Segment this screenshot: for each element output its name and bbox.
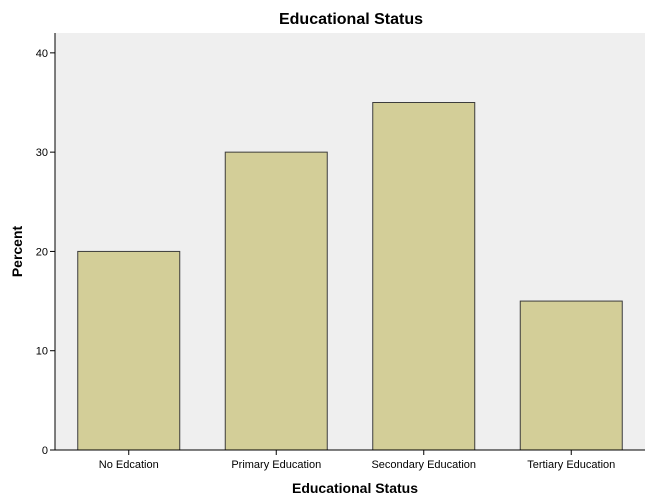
- y-ticks-group: 0 10 20 30 40: [36, 48, 55, 457]
- x-tick-label: No Edcation: [99, 459, 159, 471]
- x-ticks-group: No Edcation Primary Education Secondary Ed…: [99, 450, 615, 471]
- x-tick-label: Primary Education: [231, 459, 321, 471]
- y-axis-title: Percent: [9, 225, 25, 277]
- chart-title: Educational Status: [279, 11, 423, 28]
- bar-secondary-education: [372, 102, 476, 451]
- axes-group: [54, 33, 645, 451]
- y-tick-label: 20: [36, 246, 48, 258]
- x-tick-label: Secondary Education: [371, 459, 476, 471]
- bars-group: [77, 102, 623, 451]
- y-tick-label: 40: [36, 48, 48, 60]
- bar-tertiary-education: [519, 300, 623, 451]
- bar-primary-education: [224, 151, 328, 451]
- x-axis-title: Educational Status: [292, 480, 418, 496]
- bar-no-edcation: [77, 250, 181, 451]
- y-tick-label: 0: [42, 445, 48, 457]
- y-tick-label: 30: [36, 147, 48, 159]
- x-tick-label: Tertiary Education: [527, 459, 615, 471]
- y-tick-label: 10: [36, 346, 48, 358]
